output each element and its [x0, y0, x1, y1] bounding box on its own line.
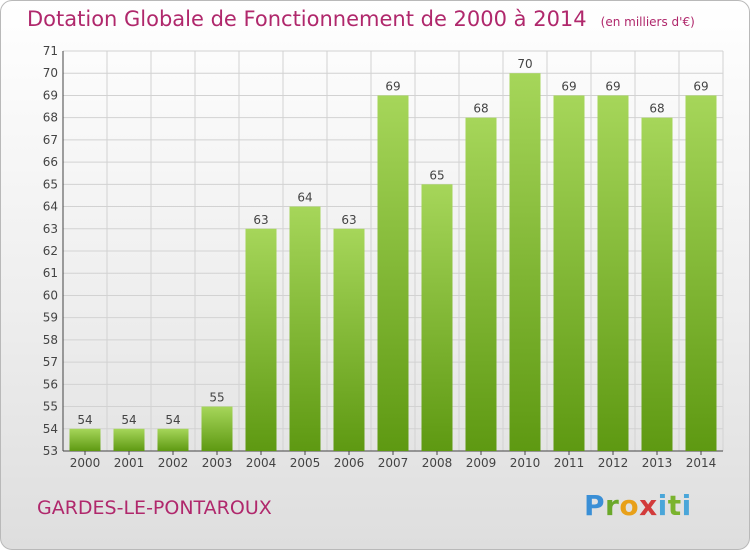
x-tick-label: 2003 [202, 456, 233, 470]
bar [157, 428, 189, 451]
bars [69, 73, 717, 452]
x-tick-label: 2004 [246, 456, 277, 470]
title-text: Dotation Globale de Fonctionnement de 20… [27, 7, 587, 31]
data-label: 64 [297, 191, 312, 205]
data-label: 63 [253, 213, 268, 227]
x-tick-label: 2005 [290, 456, 321, 470]
bar [69, 428, 101, 451]
y-tick-label: 69 [43, 88, 58, 102]
y-tick-label: 57 [43, 355, 58, 369]
x-tick-label: 2013 [642, 456, 673, 470]
x-tick-label: 2012 [598, 456, 629, 470]
data-label: 54 [77, 413, 92, 427]
data-label: 69 [385, 79, 400, 93]
data-label: 69 [693, 79, 708, 93]
x-tick-label: 2014 [686, 456, 717, 470]
bar [553, 95, 585, 451]
x-tick-label: 2009 [466, 456, 497, 470]
bar [421, 184, 453, 452]
bar [113, 428, 145, 451]
data-label: 68 [649, 102, 664, 116]
y-tick-label: 53 [43, 444, 58, 458]
data-label: 54 [165, 413, 180, 427]
y-tick-label: 68 [43, 111, 58, 125]
bar [465, 117, 497, 452]
bar [597, 95, 629, 451]
y-tick-label: 54 [43, 422, 58, 436]
commune-name: GARDES-LE-PONTAROUX [37, 497, 272, 519]
data-label: 63 [341, 213, 356, 227]
proxiti-logo: Proxiti [584, 489, 692, 522]
y-tick-label: 55 [43, 400, 58, 414]
y-tick-label: 66 [43, 155, 58, 169]
x-tick-label: 2001 [114, 456, 145, 470]
bar [641, 117, 673, 452]
bar [289, 206, 321, 451]
y-tick-label: 71 [43, 44, 58, 58]
y-tick-label: 65 [43, 177, 58, 191]
y-tick-label: 60 [43, 288, 58, 302]
y-tick-label: 61 [43, 266, 58, 280]
x-tick-label: 2011 [554, 456, 585, 470]
bar [333, 228, 365, 451]
labels: 54 54 54 55 63 64 63 69 65 68 70 69 69 68 69 [77, 57, 708, 427]
bar [245, 228, 277, 451]
data-label: 65 [429, 168, 444, 182]
bar [201, 406, 233, 451]
data-label: 70 [517, 57, 532, 71]
x-tick-label: 2002 [158, 456, 189, 470]
data-label: 55 [209, 391, 224, 405]
y-tick-label: 58 [43, 333, 58, 347]
x-tick-label: 2010 [510, 456, 541, 470]
y-tick-label: 64 [43, 200, 58, 214]
data-label: 69 [605, 79, 620, 93]
data-label: 54 [121, 413, 136, 427]
x-tick-label: 2007 [378, 456, 409, 470]
y-tick-label: 59 [43, 311, 58, 325]
y-tick-label: 62 [43, 244, 58, 258]
unit-label: (en milliers d'€) [600, 15, 695, 29]
data-label: 68 [473, 102, 488, 116]
bar [377, 95, 409, 451]
y-tick-label: 63 [43, 222, 58, 236]
x-tick-label: 2000 [70, 456, 101, 470]
y-tick-label: 70 [43, 66, 58, 80]
chart-title: Dotation Globale de Fonctionnement de 20… [27, 7, 695, 31]
y-tick-label: 67 [43, 133, 58, 147]
data-label: 69 [561, 79, 576, 93]
x-tick-label: 2006 [334, 456, 365, 470]
x-tick-label: 2008 [422, 456, 453, 470]
bar [509, 73, 541, 451]
y-tick-label: 56 [43, 377, 58, 391]
bar [685, 95, 717, 451]
